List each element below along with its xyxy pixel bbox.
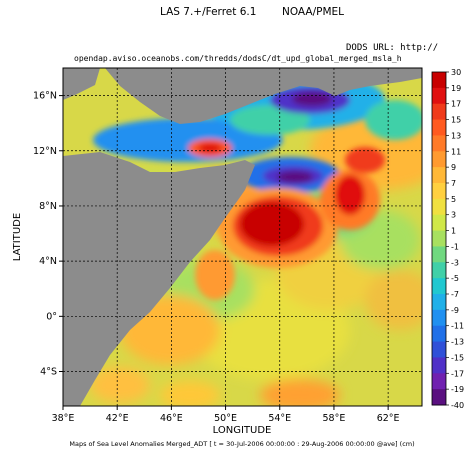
colorbar-swatch xyxy=(432,230,446,247)
colorbar-label: -19 xyxy=(451,385,464,394)
colorbar-swatch xyxy=(432,198,446,216)
colorbar-label: 1 xyxy=(451,227,456,236)
land-sinai xyxy=(63,68,100,100)
y-tick-label: 4°N xyxy=(39,256,57,267)
dods-label: DODS URL: http:// xyxy=(346,43,439,53)
colorbar-swatch xyxy=(432,214,446,232)
colorbar-swatch xyxy=(432,135,446,152)
colorbar-swatch xyxy=(432,246,446,263)
colorbar-label: 3 xyxy=(451,211,456,220)
land-africa xyxy=(63,152,255,406)
colorbar-label: -15 xyxy=(451,353,464,362)
colorbar-label: -9 xyxy=(451,306,459,315)
dods-url: opendap.aviso.oceanobs.com/thredds/dodsC… xyxy=(74,54,402,63)
colorbar: 30 19 17 15 13 11 9 7 5 3 1 -1 -3 -5 -7 -9 -11 -13 -15 -17 -… xyxy=(431,68,464,410)
colorbar-label: 13 xyxy=(451,131,461,140)
colorbar-swatch xyxy=(432,87,446,105)
colorbar-swatch xyxy=(432,357,446,374)
plot-frame xyxy=(62,67,423,407)
y-tick-label: 12°N xyxy=(33,146,57,157)
y-tick-label: 16°N xyxy=(33,91,57,102)
colorbar-swatch xyxy=(432,325,446,343)
software-label: LAS 7.+/Ferret 6.1 xyxy=(160,6,257,18)
colorbar-label: -17 xyxy=(451,369,464,378)
colorbar-swatch xyxy=(432,373,446,390)
colorbar-swatch xyxy=(432,151,446,168)
colorbar-swatch xyxy=(432,119,446,136)
colorbar-label: -7 xyxy=(451,290,459,299)
colorbar-swatch xyxy=(432,389,446,406)
colorbar-swatch xyxy=(432,72,446,89)
map-field xyxy=(63,68,422,406)
x-tick-label: 54°E xyxy=(268,413,291,424)
colorbar-label: 7 xyxy=(451,179,456,188)
colorbar-label: 30 xyxy=(451,68,461,77)
colorbar-label: -5 xyxy=(451,274,459,283)
x-tick-label: 62°E xyxy=(377,413,400,424)
y-tick-label: 0° xyxy=(46,311,57,322)
axis-ticks: 38°E 42°E 46°E 50°E 54°E 58°E 62°E 16°N 12°N 8°N 4… xyxy=(33,91,400,424)
x-tick-label: 50°E xyxy=(214,413,237,424)
colorbar-swatch xyxy=(432,278,446,295)
colorbar-label: 15 xyxy=(451,116,461,125)
colorbar-swatch xyxy=(432,262,446,279)
gridlines xyxy=(63,68,422,406)
colorbar-swatch xyxy=(432,183,446,200)
y-tick-label: 8°N xyxy=(39,201,57,212)
x-tick-label: 58°E xyxy=(323,413,346,424)
colorbar-swatch xyxy=(432,309,446,327)
colorbar-label: -3 xyxy=(451,258,459,267)
x-tick-label: 42°E xyxy=(106,413,129,424)
colorbar-label: -13 xyxy=(451,338,464,347)
y-tick-label: 4°S xyxy=(40,367,57,378)
colorbar-label: 17 xyxy=(451,100,461,109)
colorbar-label: -1 xyxy=(451,242,459,251)
colorbar-swatch xyxy=(432,103,446,121)
colorbar-label: 5 xyxy=(451,195,456,204)
land-arabia xyxy=(105,68,422,124)
colorbar-label: -40 xyxy=(451,401,464,410)
x-axis-label: LONGITUDE xyxy=(213,425,272,436)
colorbar-label: 9 xyxy=(451,163,456,172)
x-tick-label: 46°E xyxy=(160,413,183,424)
colorbar-label: 19 xyxy=(451,84,461,93)
colorbar-frame xyxy=(431,71,447,406)
chart-title: Maps of Sea Level Anomalies Merged_ADT [… xyxy=(69,440,414,448)
colorbar-swatch xyxy=(432,167,446,184)
colorbar-label: 11 xyxy=(451,147,461,156)
org-label: NOAA/PMEL xyxy=(282,6,345,18)
x-tick-label: 38°E xyxy=(52,413,75,424)
colorbar-swatch xyxy=(432,341,446,358)
y-axis-label: LATITUDE xyxy=(12,213,23,261)
colorbar-swatch xyxy=(432,294,446,311)
colorbar-label: -11 xyxy=(451,322,464,331)
